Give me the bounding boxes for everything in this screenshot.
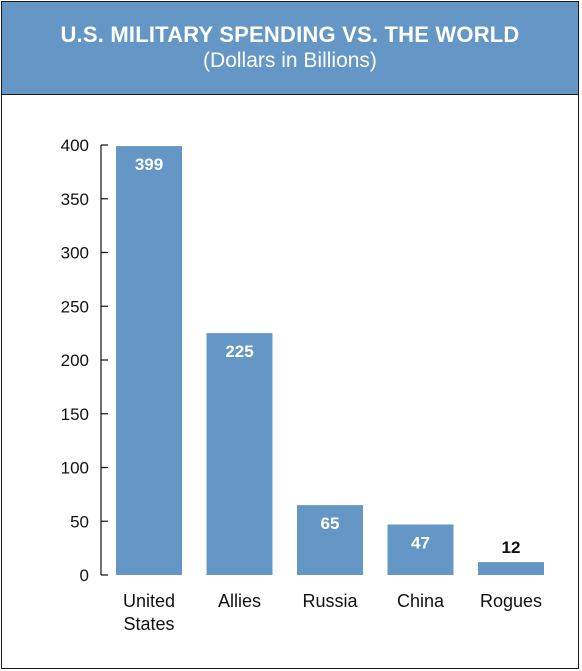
y-axis: 0 50 100 150 200 250 300 350 400 xyxy=(61,136,108,585)
y-tick-label: 150 xyxy=(61,405,89,424)
y-tick-label: 250 xyxy=(61,297,89,316)
bar-value-label: 65 xyxy=(321,514,340,533)
x-tick-label: China xyxy=(397,591,445,611)
bar xyxy=(206,333,273,575)
y-tick-label: 0 xyxy=(80,566,89,585)
bar xyxy=(478,562,544,575)
x-tick-label: Russia xyxy=(302,591,358,611)
y-tick-label: 350 xyxy=(61,190,89,209)
chart-title: U.S. MILITARY SPENDING VS. THE WORLD xyxy=(60,22,520,47)
bar-value-label: 399 xyxy=(135,155,163,174)
x-tick-label: States xyxy=(123,614,174,634)
x-axis-labels: United States Allies Russia China Rogues xyxy=(123,591,542,634)
bar-value-label: 225 xyxy=(225,342,253,361)
bar-value-label: 12 xyxy=(502,538,521,557)
x-tick-label: United xyxy=(123,591,175,611)
y-tick-label: 50 xyxy=(70,512,89,531)
bar-value-label: 47 xyxy=(411,533,430,552)
chart-subtitle: (Dollars in Billions) xyxy=(203,49,377,72)
bars: 399 225 65 47 12 xyxy=(116,146,544,575)
y-tick-label: 200 xyxy=(61,351,89,370)
y-tick-label: 300 xyxy=(61,244,89,263)
bar xyxy=(116,146,182,575)
y-tick-label: 400 xyxy=(61,136,89,155)
chart-header: U.S. MILITARY SPENDING VS. THE WORLD (Do… xyxy=(2,2,578,95)
y-tick-label: 100 xyxy=(61,459,89,478)
bar xyxy=(387,524,454,575)
x-tick-label: Rogues xyxy=(480,591,542,611)
bar xyxy=(297,505,363,575)
x-tick-label: Allies xyxy=(218,591,261,611)
